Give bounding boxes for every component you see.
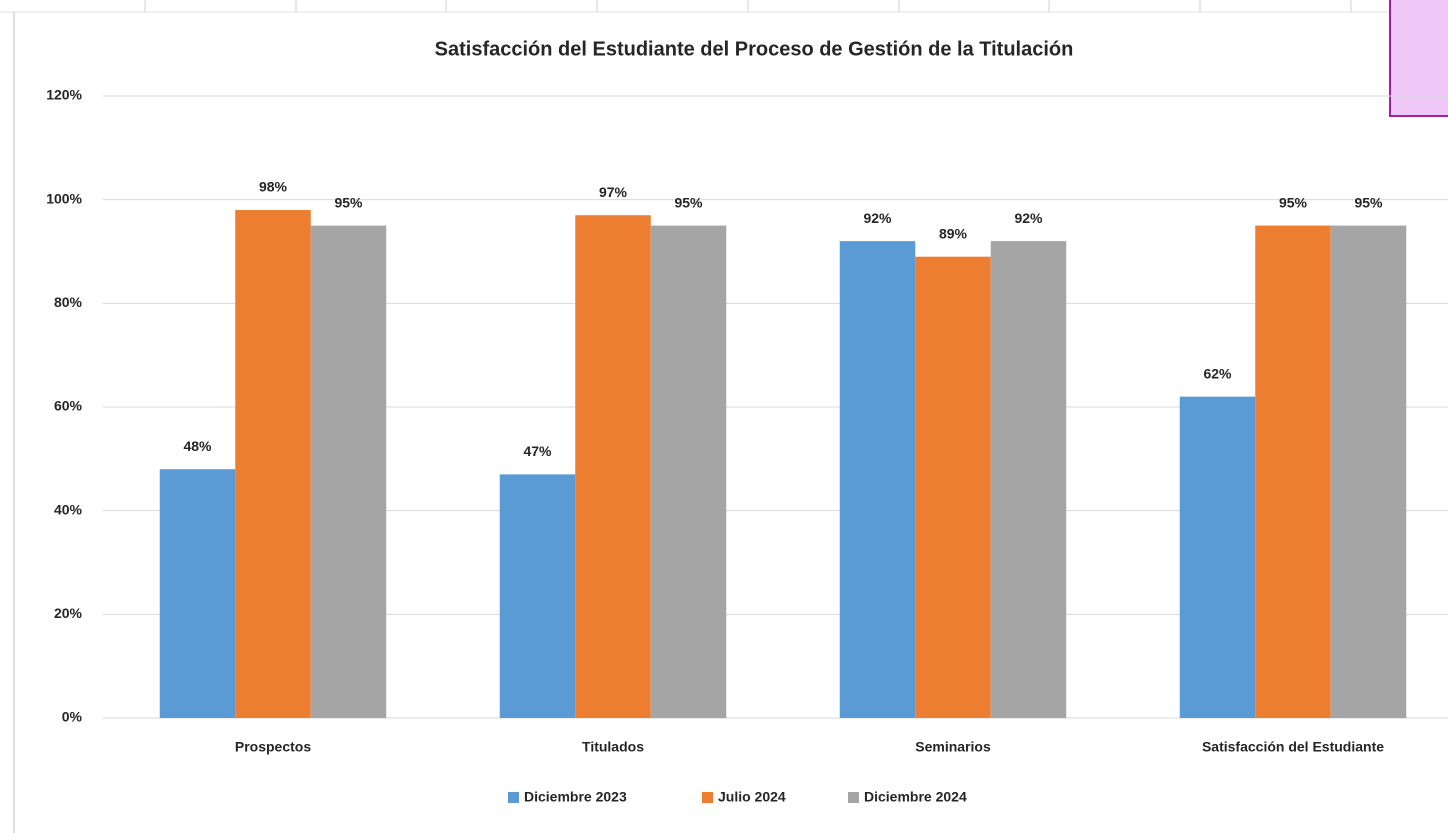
bar — [650, 225, 727, 719]
bar — [235, 210, 311, 719]
y-tick-label: 100% — [46, 190, 82, 206]
bar — [1255, 225, 1331, 719]
y-tick-label: 20% — [54, 605, 83, 621]
x-tick-label: Prospectos — [235, 739, 311, 755]
data-label: 47% — [523, 443, 552, 459]
bar — [575, 215, 651, 718]
chart-title: Satisfacción del Estudiante del Proceso … — [435, 38, 1074, 60]
legend-label: Diciembre 2023 — [524, 789, 627, 805]
bar — [1330, 225, 1407, 719]
y-tick-label: 0% — [62, 709, 83, 725]
y-tick-label: 60% — [54, 398, 83, 414]
legend-swatch — [848, 792, 859, 803]
data-label: 98% — [259, 179, 288, 195]
legend-swatch — [508, 792, 519, 803]
data-label: 95% — [674, 194, 703, 210]
x-tick-label: Seminarios — [915, 739, 991, 755]
data-label: 92% — [1014, 210, 1043, 226]
bar — [499, 474, 576, 718]
bar — [990, 241, 1067, 718]
data-label: 89% — [939, 225, 968, 241]
y-tick-label: 120% — [46, 87, 82, 103]
bar — [915, 256, 991, 718]
bar — [310, 225, 387, 719]
legend-swatch — [702, 792, 713, 803]
x-tick-label: Satisfacción del Estudiante — [1202, 739, 1384, 755]
data-label: 92% — [863, 210, 892, 226]
data-label: 95% — [1354, 194, 1383, 210]
legend-label: Diciembre 2024 — [864, 789, 967, 805]
data-label: 95% — [1279, 194, 1308, 210]
y-tick-label: 80% — [54, 294, 83, 310]
legend-label: Julio 2024 — [718, 789, 786, 805]
bar — [1179, 396, 1256, 718]
data-label: 95% — [334, 194, 363, 210]
bar — [839, 241, 916, 718]
data-label: 48% — [183, 438, 212, 454]
y-tick-label: 40% — [54, 501, 83, 517]
x-tick-label: Titulados — [582, 739, 644, 755]
data-label: 97% — [599, 184, 628, 200]
bar — [159, 469, 236, 718]
data-label: 62% — [1203, 365, 1232, 381]
